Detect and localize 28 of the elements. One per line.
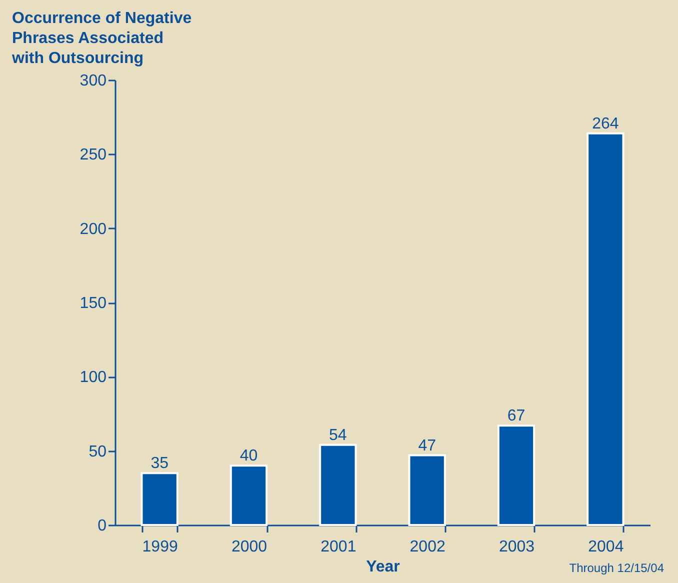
data-label: 40 <box>240 448 258 465</box>
data-label: 35 <box>150 455 169 472</box>
data-label: 47 <box>418 437 436 454</box>
bar <box>408 454 446 526</box>
data-label: 54 <box>329 426 347 444</box>
x-axis-title: Year <box>366 558 400 576</box>
bar <box>319 444 357 526</box>
y-tick-label: 100 <box>80 369 107 386</box>
x-tick-label: 2002 <box>410 538 446 556</box>
y-tick-label: 0 <box>98 518 107 534</box>
bar <box>586 132 624 526</box>
x-tick-label: 2004 <box>588 538 624 556</box>
chart-title: Occurrence of Negative Phrases Associated with Outsourcing <box>11 10 192 67</box>
y-tick-label: 150 <box>80 295 107 312</box>
text: Through 12/15/04 <box>569 561 664 575</box>
data-label: 264 <box>592 115 619 132</box>
y-tick-label: 50 <box>88 443 107 460</box>
x-tick-label: 2001 <box>320 538 356 556</box>
y-tick-label: 200 <box>80 220 107 238</box>
x-tick-label: 1999 <box>142 538 178 556</box>
x-tick-label: 2000 <box>231 538 268 556</box>
bar <box>497 424 536 526</box>
bar <box>230 464 268 526</box>
y-tick-label: 300 <box>80 72 107 90</box>
y-tick-label: 250 <box>80 146 107 164</box>
bar <box>140 472 178 526</box>
x-tick-label: 2003 <box>498 538 535 556</box>
data-label: 67 <box>507 408 526 425</box>
